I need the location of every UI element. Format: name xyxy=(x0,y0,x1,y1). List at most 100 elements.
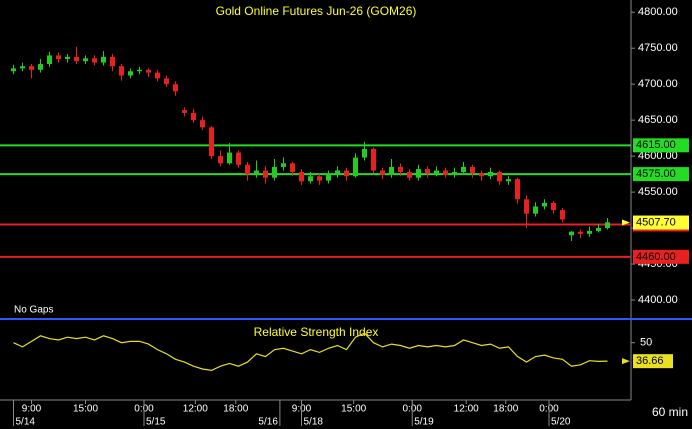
candle-body xyxy=(308,176,313,182)
date-label: 5/18 xyxy=(304,417,324,428)
candle-body xyxy=(560,210,565,220)
candle-body xyxy=(119,66,124,76)
level-box xyxy=(633,167,689,182)
candle-body xyxy=(92,58,97,63)
candle-body xyxy=(155,72,160,79)
y-tick-label: 4400.00 xyxy=(638,294,678,306)
candle-body xyxy=(326,174,331,181)
candle-body xyxy=(515,179,520,200)
date-label: 5/19 xyxy=(414,417,434,428)
last-price-label: 4507.70 xyxy=(636,216,676,228)
candle-body xyxy=(416,169,421,178)
candle-body xyxy=(182,110,187,113)
candle-body xyxy=(470,166,475,174)
candle-body xyxy=(110,56,115,67)
candle-body xyxy=(173,84,178,92)
indicator-title: Relative Strength Index xyxy=(254,325,379,339)
candle-body xyxy=(605,222,610,229)
candle-body xyxy=(299,171,304,182)
candle-body xyxy=(587,230,592,234)
x-tick-label: 12:00 xyxy=(183,404,208,415)
chart-title: Gold Online Futures Jun-26 (GOM26) xyxy=(216,4,417,18)
candle-body xyxy=(596,228,601,231)
candle-body xyxy=(533,206,538,214)
candle-body xyxy=(209,127,214,157)
x-tick-label: 9:00 xyxy=(22,404,42,415)
rsi-value-box xyxy=(633,354,673,369)
y-tick-label: 4650.00 xyxy=(638,114,678,126)
candle-body xyxy=(578,231,583,234)
rsi-tick-label: 50 xyxy=(640,337,652,349)
level-label: 4460.00 xyxy=(636,251,676,263)
candle-body xyxy=(146,69,151,73)
candle-body xyxy=(497,171,502,182)
candle-body xyxy=(254,170,259,175)
candle-body xyxy=(452,171,457,175)
candle-body xyxy=(461,166,466,172)
level-box xyxy=(633,138,689,153)
candle-body xyxy=(101,56,106,63)
candle-body xyxy=(569,231,574,236)
date-label: 5/14 xyxy=(16,417,36,428)
rsi-value-label: 36.66 xyxy=(636,355,664,367)
candle-body xyxy=(65,56,70,59)
x-tick-label: 15:00 xyxy=(341,404,366,415)
candle-body xyxy=(443,170,448,175)
x-tick-label: 18:00 xyxy=(223,404,248,415)
candle-body xyxy=(380,170,385,175)
candle-body xyxy=(56,55,61,59)
candle-body xyxy=(164,78,169,85)
y-tick-label: 4800.00 xyxy=(638,6,678,18)
candle-body xyxy=(20,66,25,69)
candle-body xyxy=(74,56,79,62)
candle-body xyxy=(389,166,394,175)
candle-body xyxy=(353,157,358,177)
candle-body xyxy=(137,69,142,72)
candle-body xyxy=(524,199,529,214)
candle-body xyxy=(128,71,133,76)
candle-body xyxy=(335,170,340,175)
y-tick-label: 4600.00 xyxy=(638,150,678,162)
candle-body xyxy=(38,64,43,70)
candle-body xyxy=(506,179,511,182)
date-label: 5/16 xyxy=(258,417,278,428)
candle-body xyxy=(47,55,52,65)
candle-body xyxy=(479,173,484,177)
y-tick-label: 4750.00 xyxy=(638,42,678,54)
candle-body xyxy=(218,156,223,164)
candle-body xyxy=(227,152,232,164)
note: No Gaps xyxy=(14,305,53,316)
rsi-arrow xyxy=(622,358,630,365)
last-price-arrow xyxy=(622,219,630,226)
candle-body xyxy=(236,152,241,165)
x-tick-label: 12:00 xyxy=(454,404,479,415)
candle-body xyxy=(272,166,277,178)
candle-body xyxy=(245,164,250,175)
x-tick-label: 15:00 xyxy=(73,404,98,415)
candle-body xyxy=(191,112,196,121)
date-label: 5/15 xyxy=(146,417,166,428)
candle-body xyxy=(362,148,367,158)
candle-body xyxy=(542,202,547,207)
candle-body xyxy=(488,171,493,177)
candle-body xyxy=(434,170,439,174)
last-price-box xyxy=(633,215,689,230)
x-tick-label: 18:00 xyxy=(493,404,518,415)
candle-body xyxy=(425,169,430,174)
candle-body xyxy=(290,163,295,172)
candle-body xyxy=(281,163,286,167)
candle-body xyxy=(29,66,34,70)
candle-body xyxy=(200,120,205,128)
interval: 60 min xyxy=(652,405,688,419)
date-label: 5/20 xyxy=(551,417,571,428)
rsi-line xyxy=(13,332,608,371)
candle-body xyxy=(551,202,556,211)
candle-body xyxy=(398,166,403,172)
level-box xyxy=(633,249,689,264)
candle-body xyxy=(344,170,349,177)
candle-body xyxy=(83,58,88,62)
y-tick-label: 4550.00 xyxy=(638,186,678,198)
candle-body xyxy=(407,171,412,178)
